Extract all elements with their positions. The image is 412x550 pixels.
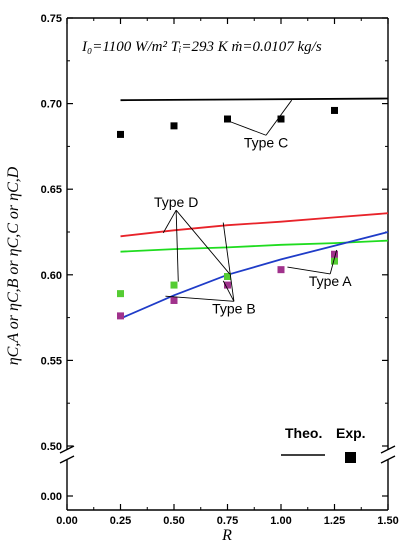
exp-marker-green xyxy=(170,281,178,289)
y-axis-label: ηC,A or ηC,B or ηC,C or ηC,D xyxy=(5,166,22,365)
legend-exp-marker xyxy=(345,452,356,463)
y-tick-label: 0.55 xyxy=(41,355,62,367)
legend-exp-label: Exp. xyxy=(336,425,366,441)
annotation-arrow xyxy=(162,209,177,234)
annotation-arrow xyxy=(222,280,235,302)
x-tick-label: 0.50 xyxy=(163,515,184,527)
axis-break-mark-left xyxy=(59,455,75,464)
annotation-label: Type C xyxy=(244,134,288,150)
y-tick-label: 0.75 xyxy=(41,13,62,25)
exp-marker-magenta xyxy=(170,296,178,304)
annotations-group: Type C Type D Type B Type A xyxy=(154,99,352,316)
exp-marker-green xyxy=(117,290,124,298)
axis-break-mark-right xyxy=(380,455,396,464)
markers-group xyxy=(117,106,338,320)
x-tick-label: 0.25 xyxy=(110,515,131,527)
exp-marker-type-c xyxy=(331,106,338,114)
exp-marker-type-c xyxy=(277,115,285,123)
annotation-arrow xyxy=(225,119,267,136)
y-tick-label-lower: 0.00 xyxy=(41,491,62,503)
annotation-arrow xyxy=(265,99,293,136)
series-group xyxy=(120,97,389,320)
exp-marker-type-c xyxy=(117,130,124,138)
chart-header: I₀=1100 W/m² Tᵢ=293 K ṁ=0.0107 kg/s xyxy=(81,39,322,55)
x-tick-label: 0.75 xyxy=(217,515,238,527)
x-tick-label: 0.00 xyxy=(56,515,77,527)
x-axis-label: R xyxy=(221,527,232,544)
annotation-label: Type D xyxy=(154,194,198,210)
x-tick-label: 1.00 xyxy=(270,515,291,527)
exp-marker-green xyxy=(331,257,338,265)
exp-marker-type-c xyxy=(224,115,231,123)
annotation-arrow xyxy=(175,210,179,282)
legend: Theo. Exp. xyxy=(281,425,366,463)
x-tick-label: 1.50 xyxy=(377,515,398,527)
annotation-label: Type A xyxy=(309,273,352,289)
axis-break-mark-right xyxy=(380,445,396,454)
annotation-arrow xyxy=(165,295,234,302)
exp-marker-green xyxy=(224,273,231,281)
y-tick-label: 0.70 xyxy=(41,99,62,111)
y-tick-label: 0.60 xyxy=(41,270,62,282)
x-tick-label: 1.25 xyxy=(324,515,345,527)
axis-break-mark-left xyxy=(59,445,75,454)
exp-marker-magenta xyxy=(224,281,231,289)
exp-marker-magenta xyxy=(331,250,338,258)
annotation-arrow xyxy=(287,266,331,275)
theo-line-type-a-b xyxy=(120,231,389,320)
y-tick-label: 0.65 xyxy=(41,184,62,196)
theo-line-type-d xyxy=(120,212,389,238)
exp-marker-type-c xyxy=(170,122,178,130)
exp-marker-magenta xyxy=(277,266,285,274)
annotation-arrow xyxy=(175,209,230,275)
annotation-arrow xyxy=(329,249,338,275)
axis-ticks: 0.00 0.25 0.50 0.75 1.00 1.25 1.50 0.50 0.55 0.60… xyxy=(41,13,399,527)
exp-marker-magenta xyxy=(117,312,124,320)
theo-line-type-c xyxy=(120,97,389,102)
y-tick-label: 0.50 xyxy=(41,441,62,453)
annotation-arrow xyxy=(222,222,235,302)
annotation-label: Type B xyxy=(212,300,256,316)
legend-theo-label: Theo. xyxy=(285,425,322,441)
